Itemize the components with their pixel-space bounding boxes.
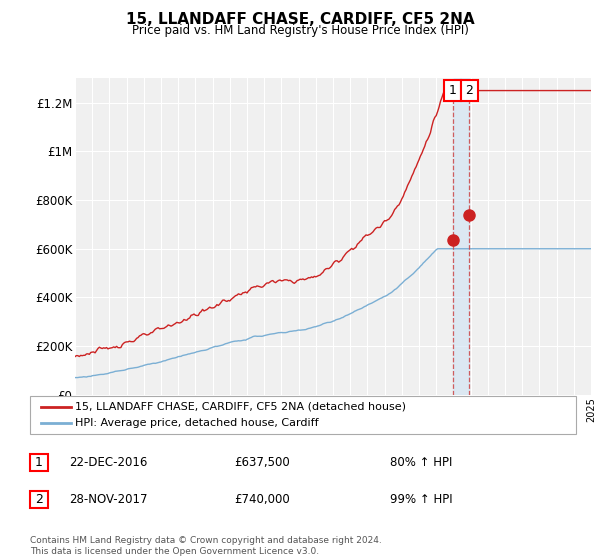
Text: 1: 1 [35, 456, 43, 469]
Text: 28-NOV-2017: 28-NOV-2017 [69, 493, 148, 506]
Text: 2: 2 [35, 493, 43, 506]
Text: HPI: Average price, detached house, Cardiff: HPI: Average price, detached house, Card… [75, 418, 319, 428]
Text: 15, LLANDAFF CHASE, CARDIFF, CF5 2NA (detached house): 15, LLANDAFF CHASE, CARDIFF, CF5 2NA (de… [75, 402, 406, 412]
Text: £740,000: £740,000 [234, 493, 290, 506]
Text: £637,500: £637,500 [234, 456, 290, 469]
Text: Price paid vs. HM Land Registry's House Price Index (HPI): Price paid vs. HM Land Registry's House … [131, 24, 469, 36]
Text: Contains HM Land Registry data © Crown copyright and database right 2024.
This d: Contains HM Land Registry data © Crown c… [30, 536, 382, 556]
Text: 1: 1 [449, 83, 457, 97]
Text: 22-DEC-2016: 22-DEC-2016 [69, 456, 148, 469]
Text: 80% ↑ HPI: 80% ↑ HPI [390, 456, 452, 469]
Text: 15, LLANDAFF CHASE, CARDIFF, CF5 2NA: 15, LLANDAFF CHASE, CARDIFF, CF5 2NA [125, 12, 475, 27]
Bar [453, 78, 469, 395]
Text: 2: 2 [465, 83, 473, 97]
Text: 99% ↑ HPI: 99% ↑ HPI [390, 493, 452, 506]
